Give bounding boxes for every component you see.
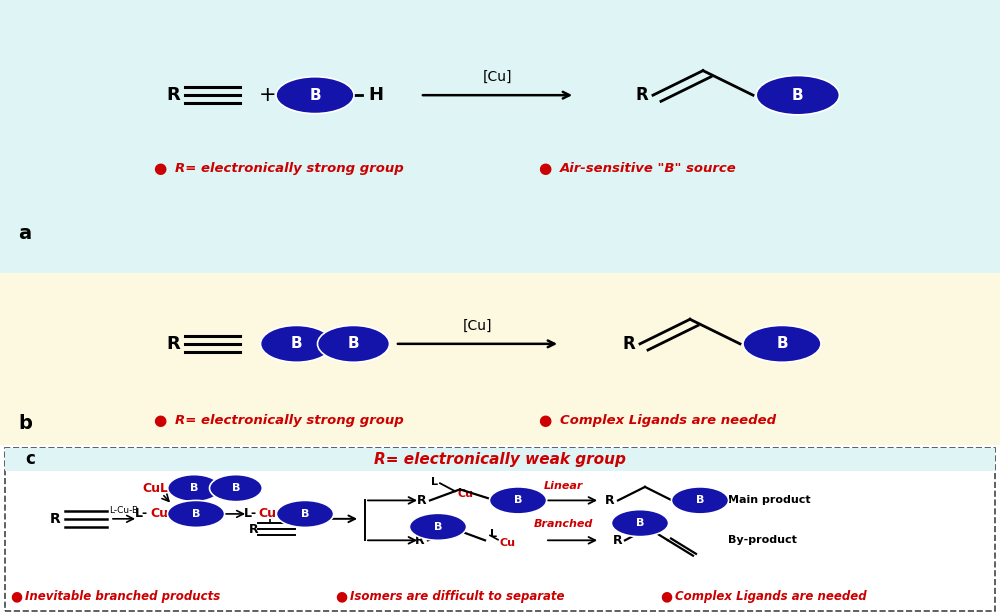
Text: [Cu]: [Cu]: [483, 70, 513, 84]
Bar: [5, 448, 995, 471]
Text: R: R: [612, 534, 622, 547]
Text: B: B: [192, 509, 200, 519]
Ellipse shape: [210, 475, 262, 502]
Text: Cu: Cu: [458, 489, 474, 499]
Text: Air-sensitive "B" source: Air-sensitive "B" source: [560, 162, 737, 176]
Text: b: b: [18, 414, 32, 433]
Text: ●: ●: [335, 590, 347, 604]
Text: c: c: [25, 450, 35, 468]
Text: ●: ●: [538, 413, 552, 428]
Text: B: B: [696, 495, 704, 505]
Bar: [5, 448, 995, 611]
Ellipse shape: [276, 500, 334, 527]
Text: L-: L-: [244, 507, 257, 521]
Text: R: R: [166, 335, 180, 353]
Ellipse shape: [318, 325, 390, 362]
Text: R= electronically strong group: R= electronically strong group: [175, 162, 404, 176]
Ellipse shape: [276, 77, 354, 114]
Text: By-product: By-product: [728, 535, 797, 545]
Text: ●: ●: [10, 590, 22, 604]
Text: R= electronically strong group: R= electronically strong group: [175, 414, 404, 427]
Text: R: R: [248, 523, 258, 536]
Text: ●: ●: [153, 161, 167, 176]
Ellipse shape: [409, 513, 467, 540]
Ellipse shape: [167, 500, 225, 527]
Ellipse shape: [489, 487, 547, 514]
Text: ●: ●: [538, 161, 552, 176]
Text: R: R: [166, 86, 180, 104]
Text: R: R: [605, 494, 615, 507]
Text: B: B: [301, 509, 309, 519]
Text: ●: ●: [660, 590, 672, 604]
Text: B: B: [434, 522, 442, 532]
Text: ●: ●: [153, 413, 167, 428]
Text: B: B: [232, 483, 240, 493]
Text: R: R: [49, 512, 60, 526]
Text: B: B: [309, 88, 321, 103]
Text: +: +: [259, 334, 277, 354]
Text: Complex Ligands are needed: Complex Ligands are needed: [675, 590, 867, 604]
Text: B: B: [636, 518, 644, 528]
Text: a: a: [18, 224, 31, 243]
Text: Inevitable branched products: Inevitable branched products: [25, 590, 220, 604]
Ellipse shape: [743, 325, 821, 362]
Text: CuL: CuL: [142, 481, 168, 495]
Text: L-: L-: [135, 507, 148, 521]
Text: R: R: [415, 534, 425, 547]
Text: Main product: Main product: [728, 495, 811, 505]
Text: R: R: [622, 335, 635, 353]
Text: R: R: [417, 494, 427, 507]
Text: B: B: [291, 336, 302, 351]
Text: B: B: [514, 495, 522, 505]
Ellipse shape: [611, 510, 669, 537]
Ellipse shape: [260, 325, 332, 362]
Bar: [0, 0, 1000, 273]
Ellipse shape: [671, 487, 729, 514]
Bar: [0, 273, 1000, 445]
Text: Isomers are difficult to separate: Isomers are difficult to separate: [350, 590, 564, 604]
Text: Linear: Linear: [543, 481, 583, 491]
Text: L-Cu-B: L-Cu-B: [109, 505, 139, 515]
Text: Cu: Cu: [500, 538, 516, 548]
Ellipse shape: [168, 475, 220, 502]
Text: B: B: [792, 88, 804, 103]
Text: R: R: [635, 86, 648, 104]
Text: Branched: Branched: [533, 519, 593, 529]
Text: Cu: Cu: [150, 507, 168, 521]
Text: +: +: [259, 85, 277, 105]
Text: R= electronically weak group: R= electronically weak group: [374, 452, 626, 467]
Text: L: L: [431, 477, 438, 487]
Text: H: H: [368, 86, 383, 104]
Text: Cu: Cu: [258, 507, 276, 521]
Text: B: B: [190, 483, 198, 493]
Text: Complex Ligands are needed: Complex Ligands are needed: [560, 414, 776, 427]
Text: L: L: [490, 529, 497, 539]
Text: [Cu]: [Cu]: [463, 319, 493, 333]
Text: B: B: [776, 336, 788, 351]
Ellipse shape: [756, 76, 839, 115]
Text: B: B: [348, 336, 359, 351]
